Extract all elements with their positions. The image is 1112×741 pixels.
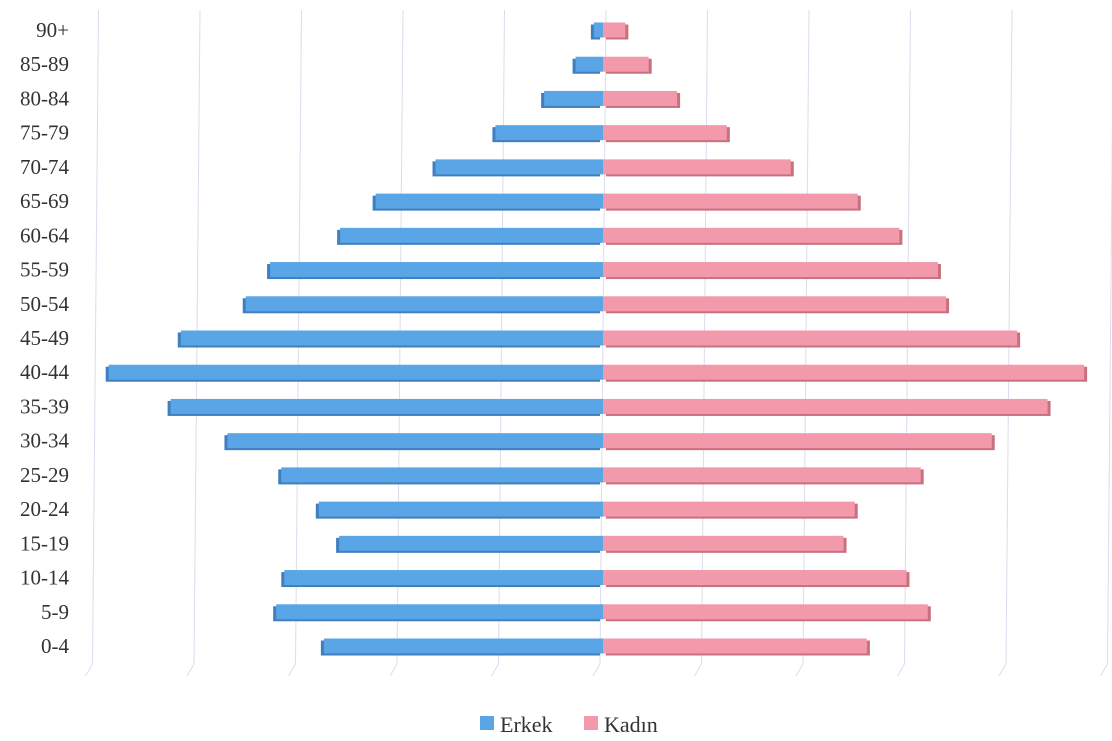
legend: Erkek Kadın xyxy=(480,712,658,737)
bar-erkek xyxy=(227,433,603,449)
legend-swatch-erkek xyxy=(480,716,494,730)
bar-kadin xyxy=(603,398,1048,414)
category-label: 65-69 xyxy=(20,189,69,213)
bar-erkek xyxy=(495,125,603,141)
category-label: 20-24 xyxy=(20,497,69,521)
category-label: 80-84 xyxy=(20,86,69,110)
gridline-tick xyxy=(592,663,601,677)
bars xyxy=(105,22,1088,656)
bar-erkek xyxy=(170,398,604,414)
bar-kadin xyxy=(603,22,626,38)
bar-kadin xyxy=(603,604,928,620)
gridline-tick xyxy=(998,663,1007,677)
gridline-tick xyxy=(288,663,296,677)
gridline-tick xyxy=(389,663,398,677)
bar-erkek xyxy=(340,227,603,243)
bar-erkek xyxy=(575,56,603,72)
gridline-tick xyxy=(186,663,195,677)
bar-erkek xyxy=(318,501,603,517)
category-label: 60-64 xyxy=(20,223,69,247)
category-label: 55-59 xyxy=(20,258,69,282)
gridline-tick xyxy=(795,663,804,677)
category-label: 30-34 xyxy=(20,429,69,453)
bar-kadin xyxy=(603,56,649,72)
category-label: 25-29 xyxy=(20,463,69,487)
bar-erkek xyxy=(108,364,603,380)
bar-erkek xyxy=(245,296,603,312)
bar-kadin xyxy=(603,296,947,312)
bar-erkek xyxy=(375,193,603,209)
bar-kadin xyxy=(603,535,844,551)
bar-erkek xyxy=(544,90,603,106)
bar-erkek xyxy=(284,570,603,586)
gridline-tick xyxy=(1100,663,1108,677)
gridline xyxy=(92,9,99,665)
bar-kadin xyxy=(603,262,938,278)
category-label: 75-79 xyxy=(20,121,69,145)
category-label: 10-14 xyxy=(20,566,69,590)
bar-kadin xyxy=(603,467,921,483)
bar-erkek xyxy=(270,262,603,278)
bar-erkek xyxy=(323,638,603,654)
bar-kadin xyxy=(603,501,855,517)
category-label: 40-44 xyxy=(20,360,69,384)
bar-erkek xyxy=(180,330,603,346)
legend-label-erkek: Erkek xyxy=(500,712,553,737)
bar-erkek xyxy=(339,535,603,551)
bar-kadin xyxy=(603,364,1085,380)
bar-erkek xyxy=(281,467,603,483)
legend-swatch-kadin xyxy=(584,716,598,730)
category-label: 85-89 xyxy=(20,52,69,76)
category-label: 50-54 xyxy=(20,292,69,316)
bar-erkek xyxy=(435,159,603,175)
bar-kadin xyxy=(603,638,867,654)
category-label: 5-9 xyxy=(41,600,69,624)
gridline-tick xyxy=(491,663,499,677)
bar-erkek xyxy=(276,604,603,620)
bar-kadin xyxy=(603,159,791,175)
bar-kadin xyxy=(603,227,900,243)
category-label: 90+ xyxy=(36,18,69,42)
category-label: 45-49 xyxy=(20,326,69,350)
bar-kadin xyxy=(603,90,678,106)
category-label: 0-4 xyxy=(41,634,69,658)
category-label: 15-19 xyxy=(20,531,69,555)
category-label: 35-39 xyxy=(20,394,69,418)
gridline-tick xyxy=(85,663,93,677)
bar-kadin xyxy=(603,125,727,141)
gridline xyxy=(1107,118,1112,665)
bar-kadin xyxy=(603,193,858,209)
category-label: 70-74 xyxy=(20,155,69,179)
gridline-tick xyxy=(897,663,905,677)
legend-label-kadin: Kadın xyxy=(604,712,658,737)
bar-erkek xyxy=(593,22,603,38)
gridline-tick xyxy=(694,663,702,677)
bar-kadin xyxy=(603,433,992,449)
bar-kadin xyxy=(603,570,907,586)
category-labels: 0-4 5-9 10-14 15-19 20-24 25-29 30-34 35-39 40-4… xyxy=(20,18,69,658)
bar-kadin xyxy=(603,330,1018,346)
